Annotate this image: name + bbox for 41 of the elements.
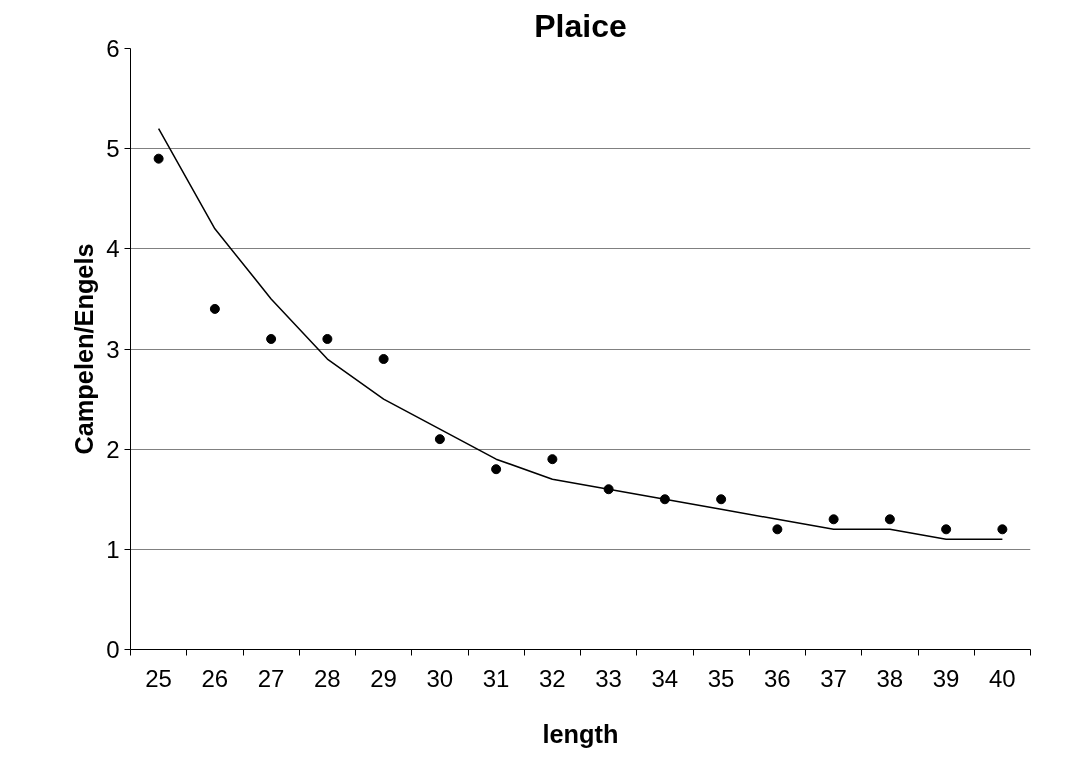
point	[266, 333, 277, 344]
point	[547, 454, 558, 465]
point	[322, 333, 333, 344]
x-tick-label: 30	[426, 664, 454, 692]
y-axis-title: Campelen/Engels	[70, 243, 99, 455]
x-tick-label: 37	[820, 664, 847, 692]
point	[884, 514, 895, 525]
x-tick-label: 25	[145, 664, 172, 692]
x-tick-label: 33	[595, 664, 622, 692]
line-series	[157, 127, 1004, 541]
y-tick-label: 6	[106, 35, 120, 62]
y-tick-label: 2	[106, 435, 120, 463]
x-tick-label: 39	[932, 664, 960, 692]
x-tick-label: 28	[314, 664, 341, 692]
point	[378, 354, 389, 365]
x-tick-label: 29	[370, 664, 397, 692]
point	[434, 434, 445, 445]
y-tick-label: 5	[106, 135, 120, 163]
x-tick-label: 38	[876, 664, 904, 692]
x-tick-label: 35	[707, 664, 735, 692]
x-axis-title: length	[542, 719, 619, 748]
point	[716, 494, 727, 505]
y-tick-label: 1	[106, 535, 120, 563]
point	[153, 153, 164, 164]
x-tick-label: 27	[257, 664, 285, 692]
chart-title: Plaice	[534, 7, 627, 44]
point	[209, 303, 220, 314]
y-tick-label: 0	[106, 636, 120, 663]
y-tick-label: 3	[106, 335, 120, 363]
x-tick-label: 40	[989, 664, 1016, 692]
x-tick-label: 26	[201, 664, 229, 692]
point	[997, 524, 1008, 535]
x-tick-label: 32	[539, 664, 566, 692]
x-tick-label: 34	[651, 664, 679, 692]
x-tick-label: 36	[764, 664, 791, 692]
point	[828, 514, 839, 525]
point	[491, 464, 502, 475]
point	[941, 524, 952, 535]
x-tick-label: 31	[482, 664, 510, 692]
point	[772, 524, 783, 535]
y-tick-label: 4	[106, 235, 120, 263]
